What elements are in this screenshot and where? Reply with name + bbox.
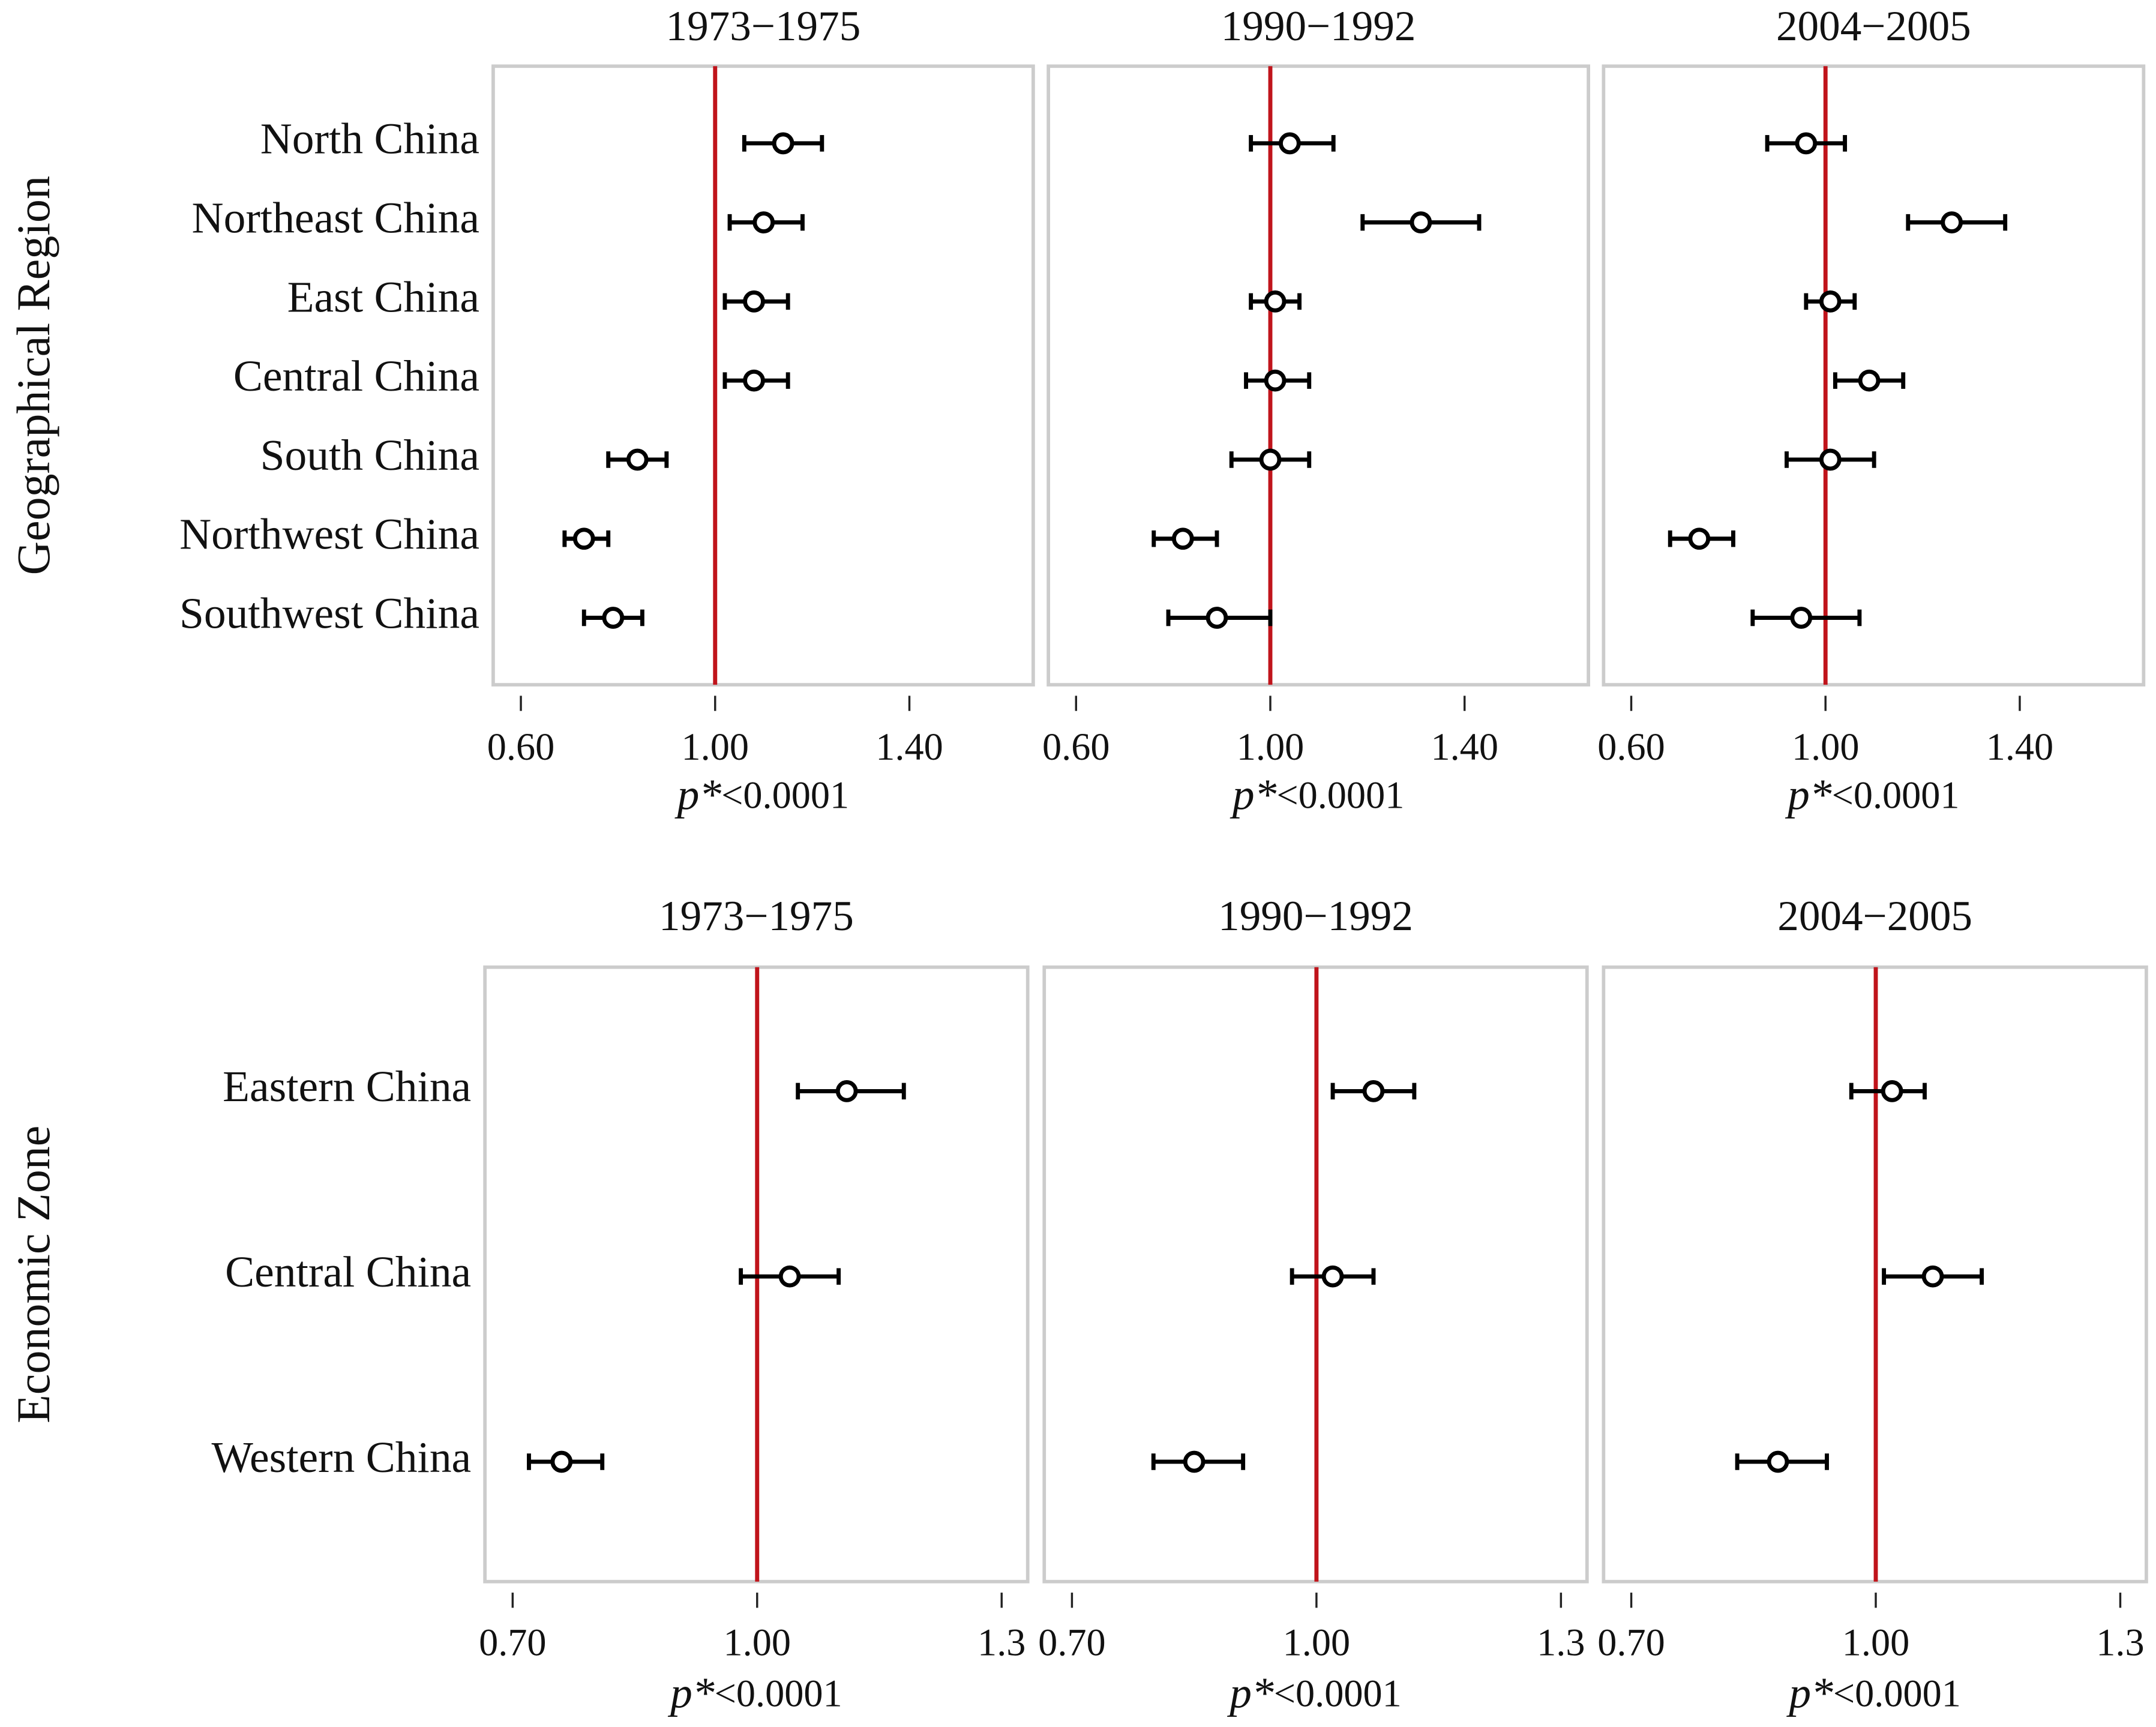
x-label-symbol: p* [1227,1668,1274,1717]
category-label: Northeast China [192,193,479,242]
x-tick-label: 1.3 [2096,1621,2144,1663]
x-label-symbol: p* [674,770,722,819]
category-label: Eastern China [223,1062,471,1111]
x-tick-label: 1.00 [1792,725,1859,768]
x-tick-label: 0.70 [1038,1621,1105,1663]
x-tick-label: 1.3 [977,1621,1025,1663]
point-estimate [1362,1080,1385,1102]
x-label-symbol: p* [667,1668,715,1717]
category-label: South China [260,431,479,479]
point-estimate [1790,607,1813,629]
x-tick-label: 0.70 [479,1621,546,1663]
x-label-text: <0.0001 [715,1672,842,1714]
point-estimate [1921,1265,1944,1288]
x-label-symbol: p* [1785,770,1832,819]
x-axis-label: p*<0.0001 [1230,770,1404,819]
point-estimate [772,132,794,155]
x-axis-label: p*<0.0001 [1227,1668,1401,1717]
point-estimate [1279,132,1301,155]
x-tick-label: 1.40 [1986,725,2053,768]
panel-frame [1602,64,2146,686]
point-estimate [1171,527,1194,550]
category-label: Central China [233,352,479,400]
category-label: Central China [225,1248,471,1296]
point-estimate [1941,211,1963,233]
point-estimate [1259,448,1282,471]
x-label-symbol: p* [1786,1668,1833,1717]
point-estimate [602,607,625,629]
point-estimate [1795,132,1818,155]
point-estimate [835,1080,858,1102]
y-axis-label: Economic Zone [7,1126,59,1423]
panel-title: 1973−1975 [666,3,861,50]
x-tick-label: 0.70 [1597,1621,1665,1663]
x-tick-label: 1.00 [1283,1621,1350,1663]
point-estimate [1410,211,1432,233]
point-estimate [1264,290,1287,313]
panel-title: 1973−1975 [659,893,854,940]
x-label-text: <0.0001 [1274,1672,1402,1714]
x-axis-label: p*<0.0001 [674,770,849,819]
category-label: North China [260,115,479,163]
category-label: Western China [212,1433,472,1482]
point-estimate [1206,607,1228,629]
x-label-text: <0.0001 [1833,1672,1961,1714]
x-label-text: <0.0001 [1276,773,1404,816]
x-label-symbol: p* [1230,770,1277,819]
point-estimate [752,211,775,233]
x-tick-label: 1.3 [1537,1621,1585,1663]
point-estimate [572,527,595,550]
x-axis-label: p*<0.0001 [1785,770,1959,819]
x-tick-label: 0.60 [1042,725,1110,768]
point-estimate [778,1265,801,1288]
x-axis-label: p*<0.0001 [667,1668,842,1717]
point-estimate [1819,448,1842,471]
x-tick-label: 1.00 [1842,1621,1909,1663]
x-label-text: <0.0001 [1832,773,1960,816]
point-estimate [1819,290,1842,313]
category-label: East China [287,272,479,321]
panel-title: 1990−1992 [1218,893,1413,940]
point-estimate [1321,1265,1344,1288]
x-tick-label: 1.40 [875,725,943,768]
point-estimate [1183,1450,1206,1473]
point-estimate [743,290,765,313]
point-estimate [1688,527,1711,550]
panel-frame [1046,64,1590,686]
panel-title: 2004−2005 [1776,3,1971,50]
panel-title: 1990−1992 [1221,3,1416,50]
x-tick-label: 1.00 [682,725,749,768]
point-estimate [626,448,649,471]
category-label: Southwest China [179,589,479,637]
y-axis-label: Geographical Region [7,176,59,575]
point-estimate [1767,1450,1789,1473]
point-estimate [1858,369,1881,392]
x-axis-label: p*<0.0001 [1786,1668,1960,1717]
x-tick-label: 1.40 [1431,725,1498,768]
point-estimate [550,1450,573,1473]
point-estimate [1881,1080,1903,1102]
category-label: Northwest China [179,510,479,559]
point-estimate [743,369,765,392]
x-tick-label: 1.00 [724,1621,791,1663]
point-estimate [1264,369,1287,392]
panel-title: 2004−2005 [1777,893,1972,940]
x-tick-label: 0.60 [1597,725,1665,768]
panel-frame [491,64,1035,686]
x-tick-label: 0.60 [487,725,554,768]
x-tick-label: 1.00 [1237,725,1304,768]
x-label-text: <0.0001 [721,773,849,816]
